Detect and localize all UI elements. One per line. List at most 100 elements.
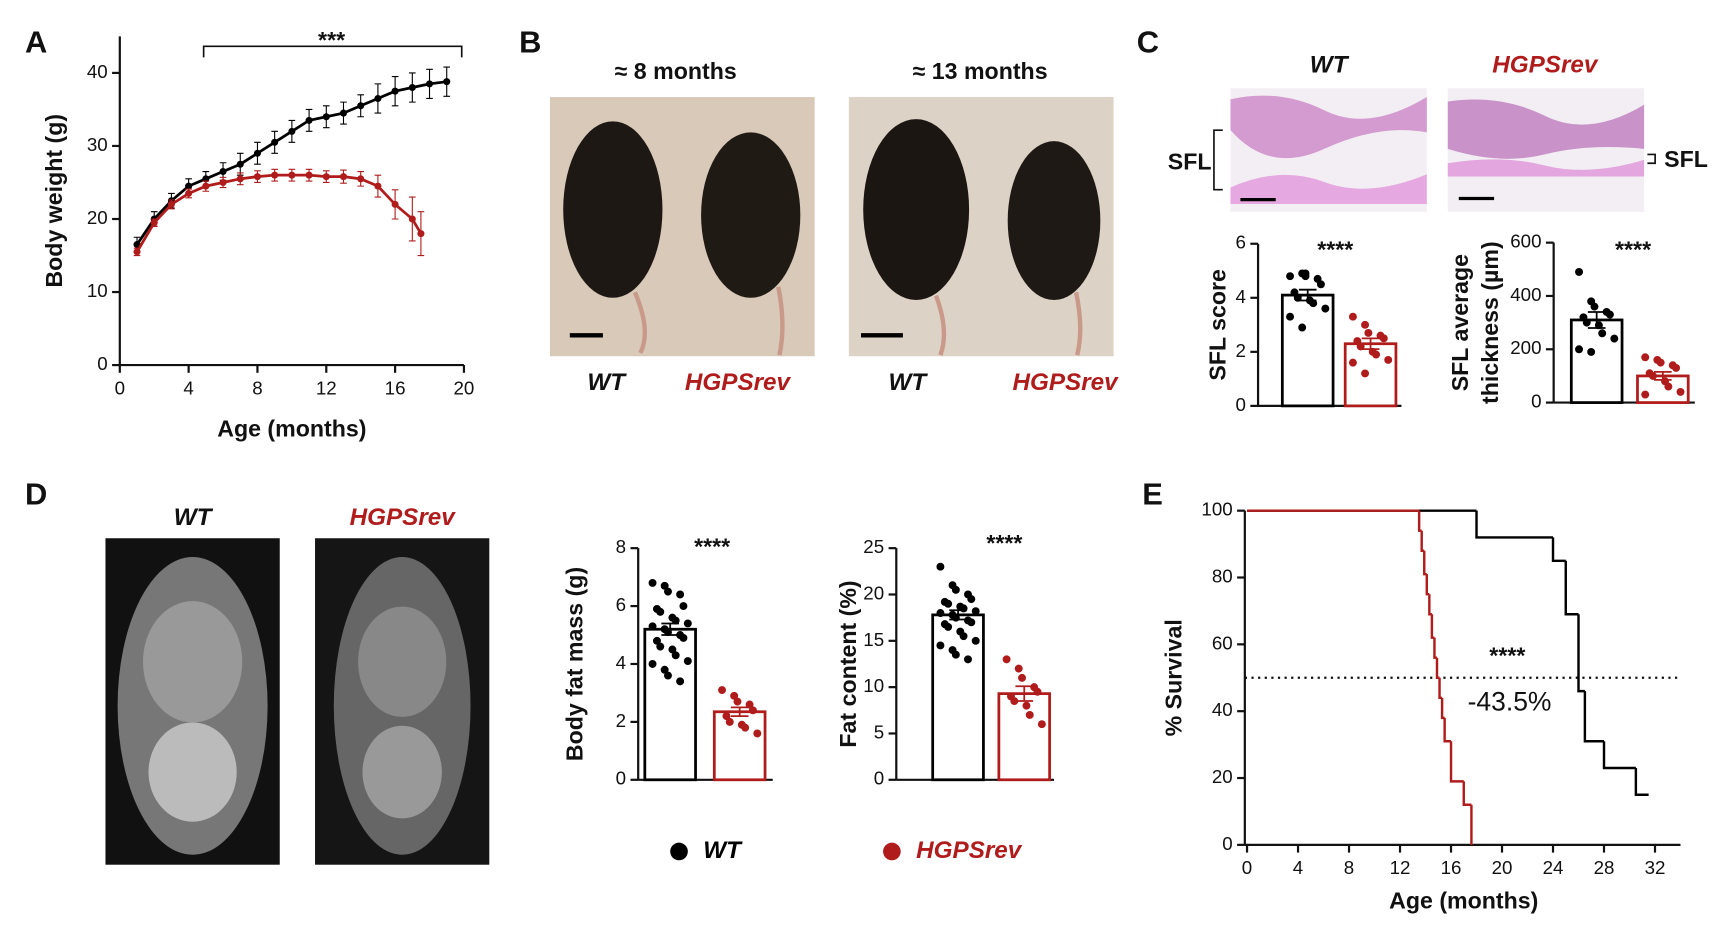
group-label: HGPSrev: [685, 369, 792, 396]
annotation: -43.5%: [1468, 687, 1552, 717]
data-point: [288, 171, 296, 179]
survival-step: [1449, 741, 1464, 783]
data-point: [1641, 390, 1650, 399]
data-point: [1018, 673, 1027, 682]
data-point: [944, 599, 953, 608]
error-bar: [1298, 288, 1317, 302]
data-point: [167, 200, 175, 208]
annotation: ****: [986, 530, 1022, 556]
data-point: [656, 642, 665, 651]
data-point: [253, 173, 261, 181]
y-tick-label: 25: [863, 536, 884, 557]
y-tick-label: 0: [874, 768, 884, 789]
data-point: [357, 175, 365, 183]
data-point: [408, 215, 416, 223]
x-tick-label: 16: [385, 377, 406, 398]
data-point: [964, 655, 972, 664]
data-point: [753, 729, 762, 738]
data-point: [339, 173, 348, 181]
data-point: [185, 189, 193, 197]
annotation: ****: [1489, 642, 1525, 668]
group-label: HGPSrev: [1012, 369, 1119, 396]
data-point: [236, 175, 244, 183]
sfl-bracket: [1213, 129, 1223, 191]
significance-bracket: [202, 45, 463, 58]
data-point: [322, 173, 330, 181]
data-point: [745, 700, 754, 709]
data-point: [1664, 382, 1673, 391]
data-point: [219, 167, 227, 176]
error-bar: [1587, 311, 1606, 329]
survival-step: [1433, 637, 1437, 659]
data-point: [1610, 334, 1619, 343]
y-tick-label: 60: [1212, 632, 1233, 653]
data-point: [1575, 345, 1583, 354]
y-tick-label: 15: [863, 629, 884, 650]
data-point: [408, 83, 416, 92]
data-point: [664, 671, 672, 680]
data-point: [1316, 280, 1325, 289]
y-tick-label: 10: [87, 280, 108, 301]
data-point: [679, 633, 688, 642]
data-point: [357, 102, 365, 110]
survival-step: [1440, 697, 1445, 720]
y-tick-label: 600: [1510, 231, 1541, 252]
data-point: [733, 697, 742, 706]
data-point: [1676, 387, 1685, 396]
y-tick-label: 0: [1531, 391, 1541, 412]
y-tick-label: 10: [863, 675, 884, 696]
data-point: [1321, 304, 1330, 313]
x-tick-label: 16: [1441, 857, 1462, 878]
data-point: [1598, 329, 1607, 338]
data-point: [1348, 358, 1357, 367]
data-point: [202, 182, 210, 190]
mri-image: [315, 538, 490, 865]
x-tick-label: 8: [1344, 857, 1354, 878]
bar: [643, 627, 697, 782]
legend-marker: [670, 842, 688, 861]
x-tick-label: 12: [1390, 857, 1411, 878]
panel-letter: D: [25, 476, 47, 511]
y-axis-label: % Survival: [1160, 619, 1186, 736]
error-bar: [949, 609, 967, 621]
data-point: [305, 171, 313, 179]
error-bar: [1361, 337, 1380, 351]
data-point: [648, 578, 657, 587]
y-tick-label: 0: [97, 353, 107, 374]
data-point: [1286, 272, 1295, 281]
data-point: [305, 116, 313, 124]
data-point: [936, 641, 945, 650]
group-label: WT: [174, 504, 214, 531]
data-point: [374, 182, 382, 190]
data-point: [391, 200, 399, 208]
data-point: [1361, 369, 1370, 378]
y-tick-label: 6: [1235, 232, 1245, 253]
group-label: HGPSrev: [350, 504, 457, 531]
group-label: WT: [587, 369, 627, 396]
x-tick-label: 4: [1293, 857, 1303, 878]
data-point: [967, 618, 976, 627]
x-tick-label: 0: [115, 377, 125, 398]
y-tick-label: 200: [1510, 337, 1541, 358]
y-tick-label: 0: [1222, 833, 1232, 854]
y-tick-label: 20: [863, 582, 884, 603]
data-point: [748, 706, 757, 715]
survival-step: [1425, 574, 1430, 596]
data-point: [1582, 318, 1591, 327]
data-point: [391, 87, 399, 95]
survival-step: [1423, 550, 1427, 576]
y-tick-label: 8: [616, 536, 626, 557]
legend: WT HGPSrev: [670, 837, 1023, 864]
x-tick-label: 12: [316, 377, 337, 398]
group-label: WT: [888, 369, 928, 396]
data-point: [730, 691, 739, 700]
data-point: [1014, 664, 1023, 673]
y-tick-label: 2: [616, 710, 626, 731]
annotation: ****: [1615, 237, 1651, 263]
survival-step: [1438, 677, 1443, 700]
data-point: [959, 604, 968, 613]
x-tick-label: 8: [252, 377, 262, 398]
age-label: ≈ 8 months: [615, 58, 737, 84]
panel-letter: C: [1137, 24, 1159, 59]
x-tick-label: 32: [1645, 857, 1666, 878]
